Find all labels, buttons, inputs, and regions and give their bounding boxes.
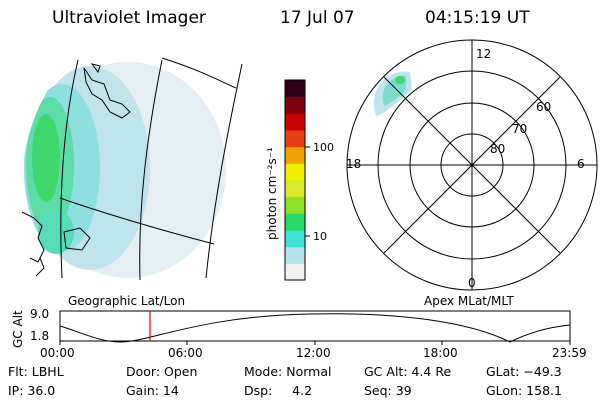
colorbar-segment <box>285 96 305 114</box>
altitude-plot-frame <box>59 310 571 342</box>
instrument-title: Ultraviolet Imager <box>52 8 206 28</box>
info-glat: GLat: −49.3 <box>486 364 562 379</box>
info-seq: Seq: 39 <box>364 383 412 398</box>
colorbar-segment <box>285 113 305 131</box>
altitude-x-tick-3: 18:00 <box>423 346 458 360</box>
colorbar-segment <box>285 230 305 248</box>
lat-label-60: 60 <box>536 100 551 114</box>
info-door: Door: Open <box>126 364 198 379</box>
altitude-plot: GC Alt 9.0 1.8 <box>11 307 571 348</box>
mlt-label-0: 0 <box>468 276 476 290</box>
colorbar-segments <box>285 80 305 281</box>
altitude-x-tick-2: 12:00 <box>296 346 331 360</box>
info-ip: IP: 36.0 <box>8 383 56 398</box>
colorbar-unit-label: photon cm⁻²s⁻¹ <box>265 147 279 240</box>
altitude-x-tick-0: 00:00 <box>40 346 75 360</box>
colorbar-segment <box>285 130 305 148</box>
mlt-label-6: 6 <box>577 157 585 171</box>
colorbar-segment <box>285 246 305 264</box>
altitude-y-tick-max: 9.0 <box>30 307 49 321</box>
polar-emission-patch <box>373 71 412 116</box>
colorbar-segment <box>285 146 305 164</box>
polar-diagonal-2 <box>383 76 561 254</box>
altitude-axis-label: GC Alt <box>11 310 25 348</box>
polar-grid <box>346 39 598 291</box>
colorbar-segment <box>285 196 305 214</box>
colorbar-segment <box>285 80 305 98</box>
image-date: 17 Jul 07 <box>280 8 355 28</box>
info-mode: Mode: Normal <box>244 364 332 379</box>
lat-label-70: 70 <box>512 122 527 136</box>
colorbar-tick-label-10: 10 <box>313 230 327 243</box>
coastline-outlines <box>21 63 131 277</box>
altitude-x-tick-1: 06:00 <box>168 346 203 360</box>
info-gc-alt: GC Alt: 4.4 Re <box>364 364 452 379</box>
altitude-x-tick-4: 23:59 <box>552 346 587 360</box>
info-glon: GLon: 158.1 <box>486 383 562 398</box>
mlt-label-18: 18 <box>346 157 361 171</box>
geographic-emission-map <box>24 62 226 278</box>
polar-image-panel: 12 18 6 0 60 70 80 <box>346 39 598 291</box>
info-gain: Gain: 14 <box>126 383 179 398</box>
colorbar-segment <box>285 263 305 281</box>
altitude-y-tick-min: 1.8 <box>30 329 49 343</box>
geographic-panel-label: Geographic Lat/Lon <box>68 294 186 308</box>
colorbar-frame <box>284 79 306 281</box>
mlt-label-12: 12 <box>476 47 491 61</box>
altitude-x-ticks <box>59 341 571 345</box>
altitude-curve <box>59 313 571 343</box>
colorbar-tick-label-100: 100 <box>313 141 334 154</box>
geographic-grid-lines <box>59 57 243 281</box>
geographic-image-panel <box>21 57 243 281</box>
colorbar-segment <box>285 213 305 231</box>
colorbar-segment <box>285 163 305 181</box>
info-filter: Flt: LBHL <box>8 364 64 379</box>
lat-label-80: 80 <box>490 142 505 156</box>
info-dsp: Dsp: 4.2 <box>244 383 313 398</box>
apex-panel-label: Apex MLat/MLT <box>424 294 514 308</box>
colorbar: 100 10 photon cm⁻²s⁻¹ <box>265 79 334 281</box>
colorbar-segment <box>285 180 305 198</box>
image-time: 04:15:19 UT <box>425 8 530 28</box>
